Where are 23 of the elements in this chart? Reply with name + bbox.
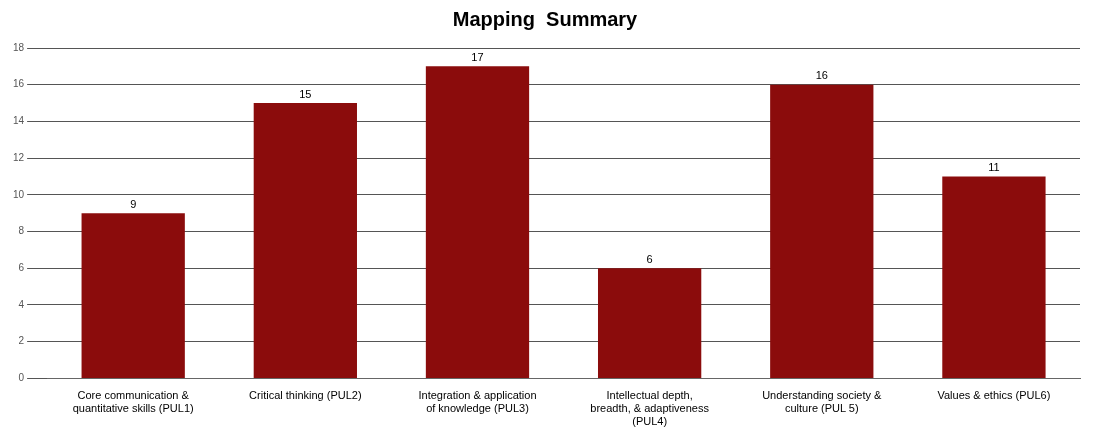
y-tick-label: 6 <box>18 262 25 274</box>
x-tick-label: Integration & application of knowledge (PUL3) <box>418 389 537 415</box>
y-tick-label: 0 <box>18 372 25 384</box>
y-tick-label: 14 <box>13 115 25 127</box>
data-label: 11 <box>988 161 1000 174</box>
x-tick-label: Understanding society & culture (PUL 5) <box>762 389 883 415</box>
y-tick-label: 4 <box>18 298 25 310</box>
data-label: 17 <box>471 50 484 63</box>
data-label: 6 <box>646 252 653 265</box>
chart-title: Mapping Summary <box>452 7 639 30</box>
data-label: 16 <box>815 69 828 82</box>
y-tick-label: 10 <box>13 188 25 200</box>
y-tick-label: 8 <box>18 225 25 237</box>
x-tick-label: Critical thinking (PUL2) <box>249 389 362 402</box>
y-tick-label: 18 <box>13 41 25 53</box>
data-label: 15 <box>299 87 312 100</box>
x-tick-label: Core communication & quantitative skills (PUL1) <box>72 389 194 415</box>
y-tick-label: 12 <box>13 151 25 163</box>
x-tick-label: Values & ethics (PUL6) <box>937 389 1051 402</box>
x-tick-label: Intellectual depth, breadth, & adaptiveness (PUL4) <box>590 389 710 428</box>
y-tick-label: 2 <box>18 335 25 347</box>
y-tick-label: 16 <box>13 78 25 90</box>
data-label: 9 <box>130 197 137 210</box>
